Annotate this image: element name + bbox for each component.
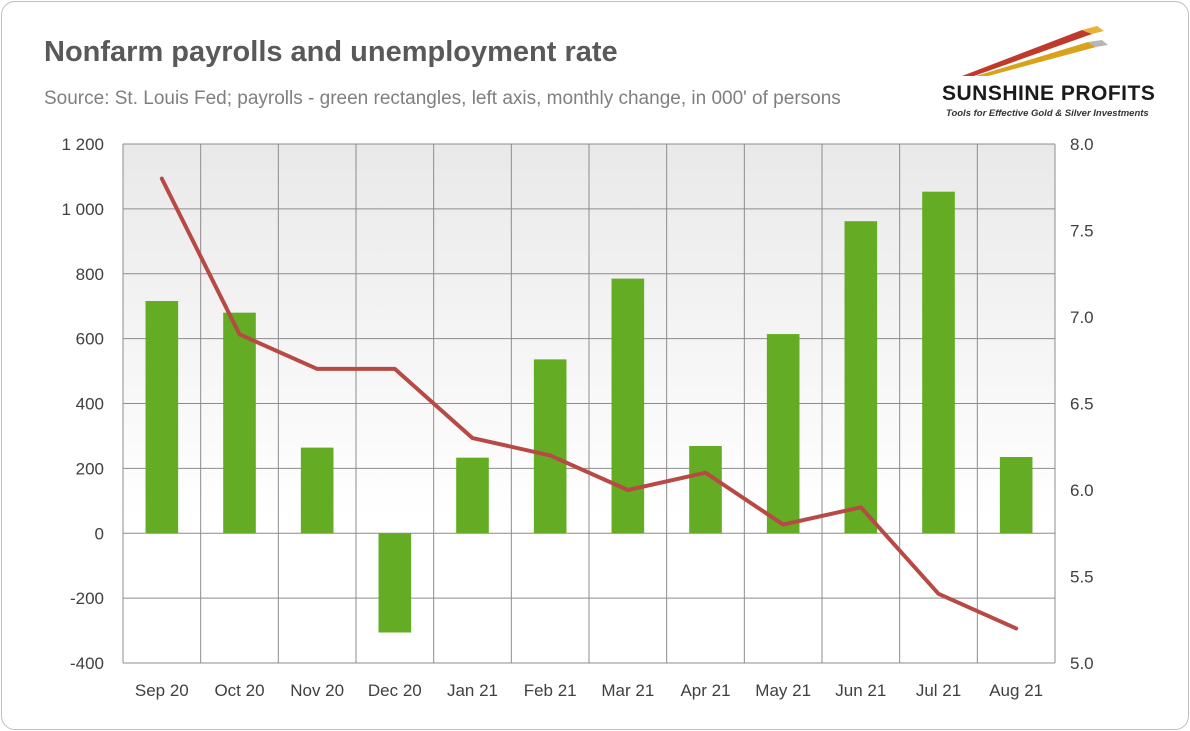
left-axis-tick-label: 1 000 [61,200,104,219]
right-axis-tick-label: 6.5 [1070,395,1094,414]
left-axis-tick-label: 200 [76,459,104,478]
right-axis: 5.0 5.5 6.0 6.5 7.0 7.5 8.0 [1070,135,1094,673]
left-axis-tick-label: 800 [76,265,104,284]
payroll-bar-sep-20 [145,300,179,534]
x-axis-tick-label: Jan 21 [447,681,498,700]
x-axis-tick-label: Mar 21 [601,681,654,700]
sunshine-profits-logo: SUNSHINE PROFITS Tools for Effective Gol… [932,20,1172,120]
payroll-bar-jan-21 [456,457,489,534]
unemployment-line-group [159,176,1019,631]
right-axis-tick-label: 7.0 [1070,308,1094,327]
left-axis-tick-label: -200 [70,589,104,608]
right-axis-tick-label: 8.0 [1070,135,1094,154]
payroll-bar-may-21 [766,334,800,534]
chart-subtitle: Source: St. Louis Fed; payrolls - green … [44,88,841,109]
x-axis-tick-label: Feb 21 [524,681,577,700]
payroll-bar-oct-20 [223,312,256,534]
x-axis-tick-label: Nov 20 [290,681,344,700]
payroll-bar-jul-21 [922,191,955,534]
right-axis-tick-label: 6.0 [1070,481,1094,500]
payroll-bar-feb-21 [533,359,567,534]
left-axis-tick-label: -400 [70,654,104,673]
x-axis-tick-label: Jun 21 [835,681,886,700]
left-axis-tick-label: 600 [76,330,104,349]
unemployment-rate-line [159,176,1019,631]
x-axis-tick-label: May 21 [755,681,811,700]
x-axis-tick-label: Aug 21 [989,681,1043,700]
payroll-bar-apr-21 [689,445,722,534]
x-axis-tick-label: Apr 21 [680,681,730,700]
right-axis-tick-label: 5.0 [1070,654,1094,673]
left-axis: -400 -200 0 200 400 600 800 1 000 1 200 [61,135,104,673]
x-axis: Sep 20 Oct 20 Nov 20 Dec 20 Jan 21 Feb 21 Mar … [135,681,1043,700]
left-axis-tick-label: 1 200 [61,135,104,154]
left-axis-tick-label: 400 [76,395,104,414]
payroll-bar-mar-21 [611,278,645,534]
left-axis-tick-label: 0 [95,524,104,543]
logo-name: SUNSHINE PROFITS [942,82,1156,105]
x-axis-tick-label: Dec 20 [368,681,422,700]
payroll-bar-jun-21 [844,221,878,534]
payroll-bar-aug-21 [999,457,1033,534]
payroll-bar-nov-20 [300,447,334,534]
payroll-bars [145,191,1033,633]
x-axis-tick-label: Oct 20 [214,681,264,700]
right-axis-tick-label: 7.5 [1070,222,1094,241]
chart-title: Nonfarm payrolls and unemployment rate [44,36,618,68]
x-axis-tick-label: Jul 21 [916,681,961,700]
payroll-bar-dec-20 [378,533,412,633]
right-axis-tick-label: 5.5 [1070,568,1094,587]
x-axis-tick-label: Sep 20 [135,681,189,700]
logo-tagline: Tools for Effective Gold & Silver Invest… [946,108,1149,119]
gridlines [122,143,1056,664]
sunshine-rays-icon [962,26,1108,76]
